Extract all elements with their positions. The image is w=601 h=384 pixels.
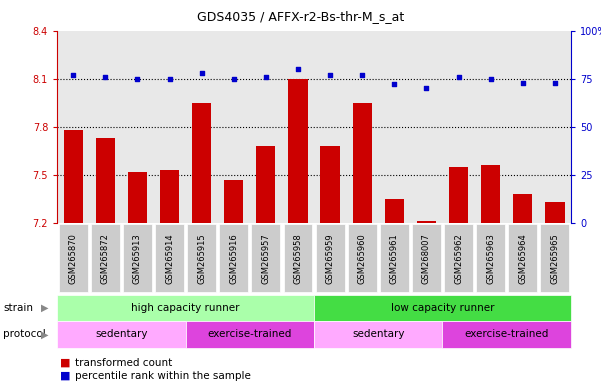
Bar [545,202,564,223]
Text: sedentary: sedentary [352,329,404,339]
Point [229,76,239,82]
FancyBboxPatch shape [91,224,120,292]
FancyBboxPatch shape [380,224,409,292]
Point [261,74,270,80]
Text: exercise-trained: exercise-trained [465,329,549,339]
Point [197,70,206,76]
FancyBboxPatch shape [314,295,571,321]
FancyBboxPatch shape [59,224,88,292]
Text: GSM265960: GSM265960 [358,233,367,284]
FancyBboxPatch shape [444,224,473,292]
Text: ▶: ▶ [41,329,48,339]
Text: GSM268007: GSM268007 [422,233,431,284]
FancyBboxPatch shape [123,224,152,292]
Point [550,79,560,86]
Bar [192,103,211,223]
Text: ■: ■ [60,358,70,368]
Text: GSM265959: GSM265959 [326,233,335,283]
Text: protocol: protocol [3,329,46,339]
Text: GDS4035 / AFFX-r2-Bs-thr-M_s_at: GDS4035 / AFFX-r2-Bs-thr-M_s_at [197,10,404,23]
FancyBboxPatch shape [155,224,184,292]
FancyBboxPatch shape [284,224,313,292]
Text: transformed count: transformed count [75,358,172,368]
FancyBboxPatch shape [442,321,571,348]
Point [389,81,399,88]
Text: GSM265870: GSM265870 [69,233,78,284]
FancyBboxPatch shape [476,224,505,292]
Bar [224,180,243,223]
Bar [288,79,308,223]
Point [100,74,110,80]
Point [358,72,367,78]
FancyBboxPatch shape [314,321,442,348]
Bar [128,172,147,223]
Text: ■: ■ [60,371,70,381]
Point [69,72,78,78]
FancyBboxPatch shape [251,224,280,292]
FancyBboxPatch shape [348,224,377,292]
Point [422,85,432,91]
Point [454,74,463,80]
Text: GSM265915: GSM265915 [197,233,206,283]
Text: GSM265964: GSM265964 [518,233,527,284]
FancyBboxPatch shape [219,224,248,292]
Text: sedentary: sedentary [95,329,148,339]
Bar [256,146,275,223]
Point [325,72,335,78]
Bar [160,170,179,223]
Point [486,76,495,82]
Bar [96,138,115,223]
Text: GSM265962: GSM265962 [454,233,463,284]
Text: exercise-trained: exercise-trained [207,329,292,339]
Bar [320,146,340,223]
Point [133,76,142,82]
FancyBboxPatch shape [186,321,314,348]
FancyBboxPatch shape [57,321,186,348]
FancyBboxPatch shape [316,224,344,292]
Bar [385,199,404,223]
Bar [449,167,468,223]
Bar [64,130,83,223]
Text: strain: strain [3,303,33,313]
Text: GSM265963: GSM265963 [486,233,495,284]
FancyBboxPatch shape [508,224,537,292]
Point [518,79,528,86]
FancyBboxPatch shape [187,224,216,292]
Text: percentile rank within the sample: percentile rank within the sample [75,371,251,381]
Point [165,76,174,82]
Text: GSM265914: GSM265914 [165,233,174,283]
Text: ▶: ▶ [41,303,48,313]
Bar [513,194,532,223]
Bar [353,103,372,223]
Text: GSM265961: GSM265961 [390,233,399,284]
Text: low capacity runner: low capacity runner [391,303,494,313]
Bar [416,221,436,223]
Text: high capacity runner: high capacity runner [131,303,240,313]
FancyBboxPatch shape [412,224,441,292]
FancyBboxPatch shape [540,224,569,292]
Text: GSM265916: GSM265916 [229,233,238,284]
Text: GSM265913: GSM265913 [133,233,142,284]
Text: GSM265872: GSM265872 [101,233,110,284]
Bar [481,165,500,223]
Text: GSM265958: GSM265958 [293,233,302,284]
Text: GSM265957: GSM265957 [261,233,270,284]
Text: GSM265965: GSM265965 [551,233,560,284]
Point [293,66,303,72]
FancyBboxPatch shape [57,295,314,321]
